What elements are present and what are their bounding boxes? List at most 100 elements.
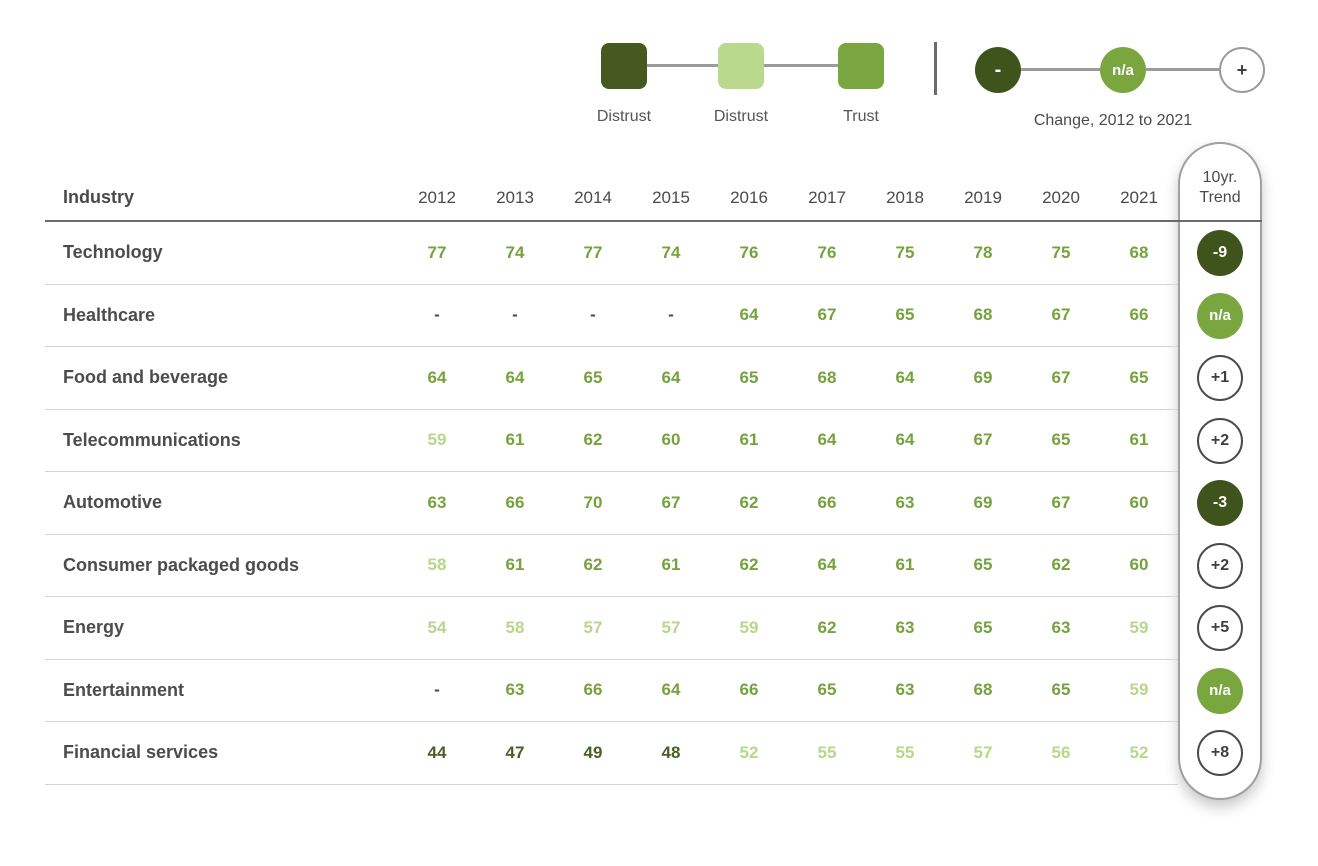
score-cell: 54 bbox=[398, 597, 476, 660]
trend-cell: -9 bbox=[1178, 222, 1262, 285]
industry-label: Automotive bbox=[45, 472, 398, 535]
table-body: Technology 77 74 77 74 76 76 75 78 75 68 -9 Healthca… bbox=[45, 222, 1262, 785]
score-cell: 67 bbox=[1022, 472, 1100, 535]
score-cell: 74 bbox=[632, 222, 710, 285]
legend-na-badge: n/a bbox=[1100, 47, 1146, 93]
score-cell: 64 bbox=[398, 347, 476, 410]
trend-cell: n/a bbox=[1178, 285, 1262, 348]
score-cell: 55 bbox=[866, 722, 944, 785]
year-header: 2018 bbox=[886, 188, 924, 207]
table-row: Automotive 63 66 70 67 62 66 63 69 67 60 -3 bbox=[45, 472, 1262, 535]
score-cell: 65 bbox=[866, 285, 944, 347]
score-cell: 62 bbox=[554, 410, 632, 472]
score-cell: 61 bbox=[1100, 410, 1178, 472]
score-cell: 68 bbox=[944, 660, 1022, 722]
legend-label-distrust-light: Distrust bbox=[713, 108, 769, 125]
year-header: 2013 bbox=[496, 188, 534, 207]
score-cell: 52 bbox=[710, 722, 788, 785]
score-cell: 67 bbox=[788, 285, 866, 347]
score-cell: 57 bbox=[632, 597, 710, 660]
legend-swatch-trust-icon bbox=[838, 43, 884, 89]
score-cell: 67 bbox=[632, 472, 710, 535]
score-cell: 69 bbox=[944, 347, 1022, 410]
trust-table: Industry 2012 2013 2014 2015 2016 2017 2018 201… bbox=[45, 142, 1262, 785]
trend-header: 10yr. Trend bbox=[1178, 142, 1262, 220]
score-cell: 63 bbox=[866, 597, 944, 660]
industry-header: Industry bbox=[63, 187, 135, 207]
score-cell: 65 bbox=[788, 660, 866, 722]
score-cell: 68 bbox=[1100, 222, 1178, 285]
score-cell: 67 bbox=[1022, 285, 1100, 347]
year-header: 2017 bbox=[808, 188, 846, 207]
score-cell: 47 bbox=[476, 722, 554, 785]
table-row: Financial services 44 47 49 48 52 55 55 57 56 52 +8 bbox=[45, 722, 1262, 785]
trend-badge: +2 bbox=[1197, 417, 1243, 464]
score-cell: 65 bbox=[554, 347, 632, 410]
trend-cell: +1 bbox=[1178, 347, 1262, 410]
score-cell: 48 bbox=[632, 722, 710, 785]
score-cell: 64 bbox=[788, 410, 866, 472]
score-cell: 60 bbox=[1100, 472, 1178, 535]
legend-label-distrust-dark: Distrust bbox=[596, 108, 652, 125]
score-cell: 49 bbox=[554, 722, 632, 785]
trend-cell: n/a bbox=[1178, 660, 1262, 723]
score-cell: 56 bbox=[1022, 722, 1100, 785]
table-row: Energy 54 58 57 57 59 62 63 65 63 59 +5 bbox=[45, 597, 1262, 660]
score-cell: 77 bbox=[554, 222, 632, 285]
score-cell: 57 bbox=[554, 597, 632, 660]
score-cell: 63 bbox=[476, 660, 554, 722]
score-cell: 61 bbox=[632, 535, 710, 597]
industry-label: Consumer packaged goods bbox=[45, 535, 398, 597]
score-cell: - bbox=[632, 285, 710, 347]
score-cell: 70 bbox=[554, 472, 632, 535]
year-header: 2012 bbox=[418, 188, 456, 207]
industry-label: Entertainment bbox=[45, 660, 398, 722]
score-cell: 65 bbox=[1022, 660, 1100, 722]
legend-connector-line bbox=[647, 64, 718, 67]
score-cell: 75 bbox=[866, 222, 944, 285]
score-cell: 61 bbox=[476, 410, 554, 472]
trend-badge: +5 bbox=[1197, 605, 1243, 652]
score-cell: 65 bbox=[1100, 347, 1178, 410]
score-cell: 65 bbox=[944, 597, 1022, 660]
industry-label: Healthcare bbox=[45, 285, 398, 347]
trend-cell: -3 bbox=[1178, 472, 1262, 535]
year-header: 2014 bbox=[574, 188, 612, 207]
score-cell: - bbox=[398, 660, 476, 722]
score-cell: 59 bbox=[398, 410, 476, 472]
legend-swatch-distrust-dark-icon bbox=[601, 43, 647, 89]
table-row: Consumer packaged goods 58 61 62 61 62 64 61 65 6… bbox=[45, 535, 1262, 598]
score-cell: 63 bbox=[866, 472, 944, 535]
year-header: 2015 bbox=[652, 188, 690, 207]
score-cell: 66 bbox=[476, 472, 554, 535]
score-cell: 60 bbox=[1100, 535, 1178, 597]
score-cell: 44 bbox=[398, 722, 476, 785]
trend-badge: +2 bbox=[1197, 542, 1243, 589]
score-cell: 60 bbox=[632, 410, 710, 472]
year-header: 2021 bbox=[1120, 188, 1158, 207]
trend-badge: n/a bbox=[1197, 292, 1243, 339]
score-cell: 61 bbox=[710, 410, 788, 472]
trend-cell: +2 bbox=[1178, 410, 1262, 473]
trend-badge: -9 bbox=[1197, 230, 1243, 277]
industry-label: Energy bbox=[45, 597, 398, 660]
score-cell: 64 bbox=[476, 347, 554, 410]
score-cell: 77 bbox=[398, 222, 476, 285]
score-cell: 58 bbox=[476, 597, 554, 660]
table-row: Healthcare - - - -64 67 65 68 67 66 n/a bbox=[45, 285, 1262, 348]
score-cell: 65 bbox=[710, 347, 788, 410]
trend-cell: +2 bbox=[1178, 535, 1262, 598]
score-cell: 76 bbox=[710, 222, 788, 285]
score-cell: 75 bbox=[1022, 222, 1100, 285]
score-cell: 62 bbox=[710, 472, 788, 535]
score-cell: 62 bbox=[788, 597, 866, 660]
score-cell: 59 bbox=[1100, 660, 1178, 722]
score-cell: 66 bbox=[554, 660, 632, 722]
table-row: Food and beverage 64 64 65 64 65 68 64 69 67 65 +1 bbox=[45, 347, 1262, 410]
score-cell: 76 bbox=[788, 222, 866, 285]
trend-badge: n/a bbox=[1197, 667, 1243, 714]
score-cell: 57 bbox=[944, 722, 1022, 785]
score-cell: 62 bbox=[554, 535, 632, 597]
table-row: Telecommunications 59 61 62 60 61 64 64 67 65 61 +2 bbox=[45, 410, 1262, 473]
